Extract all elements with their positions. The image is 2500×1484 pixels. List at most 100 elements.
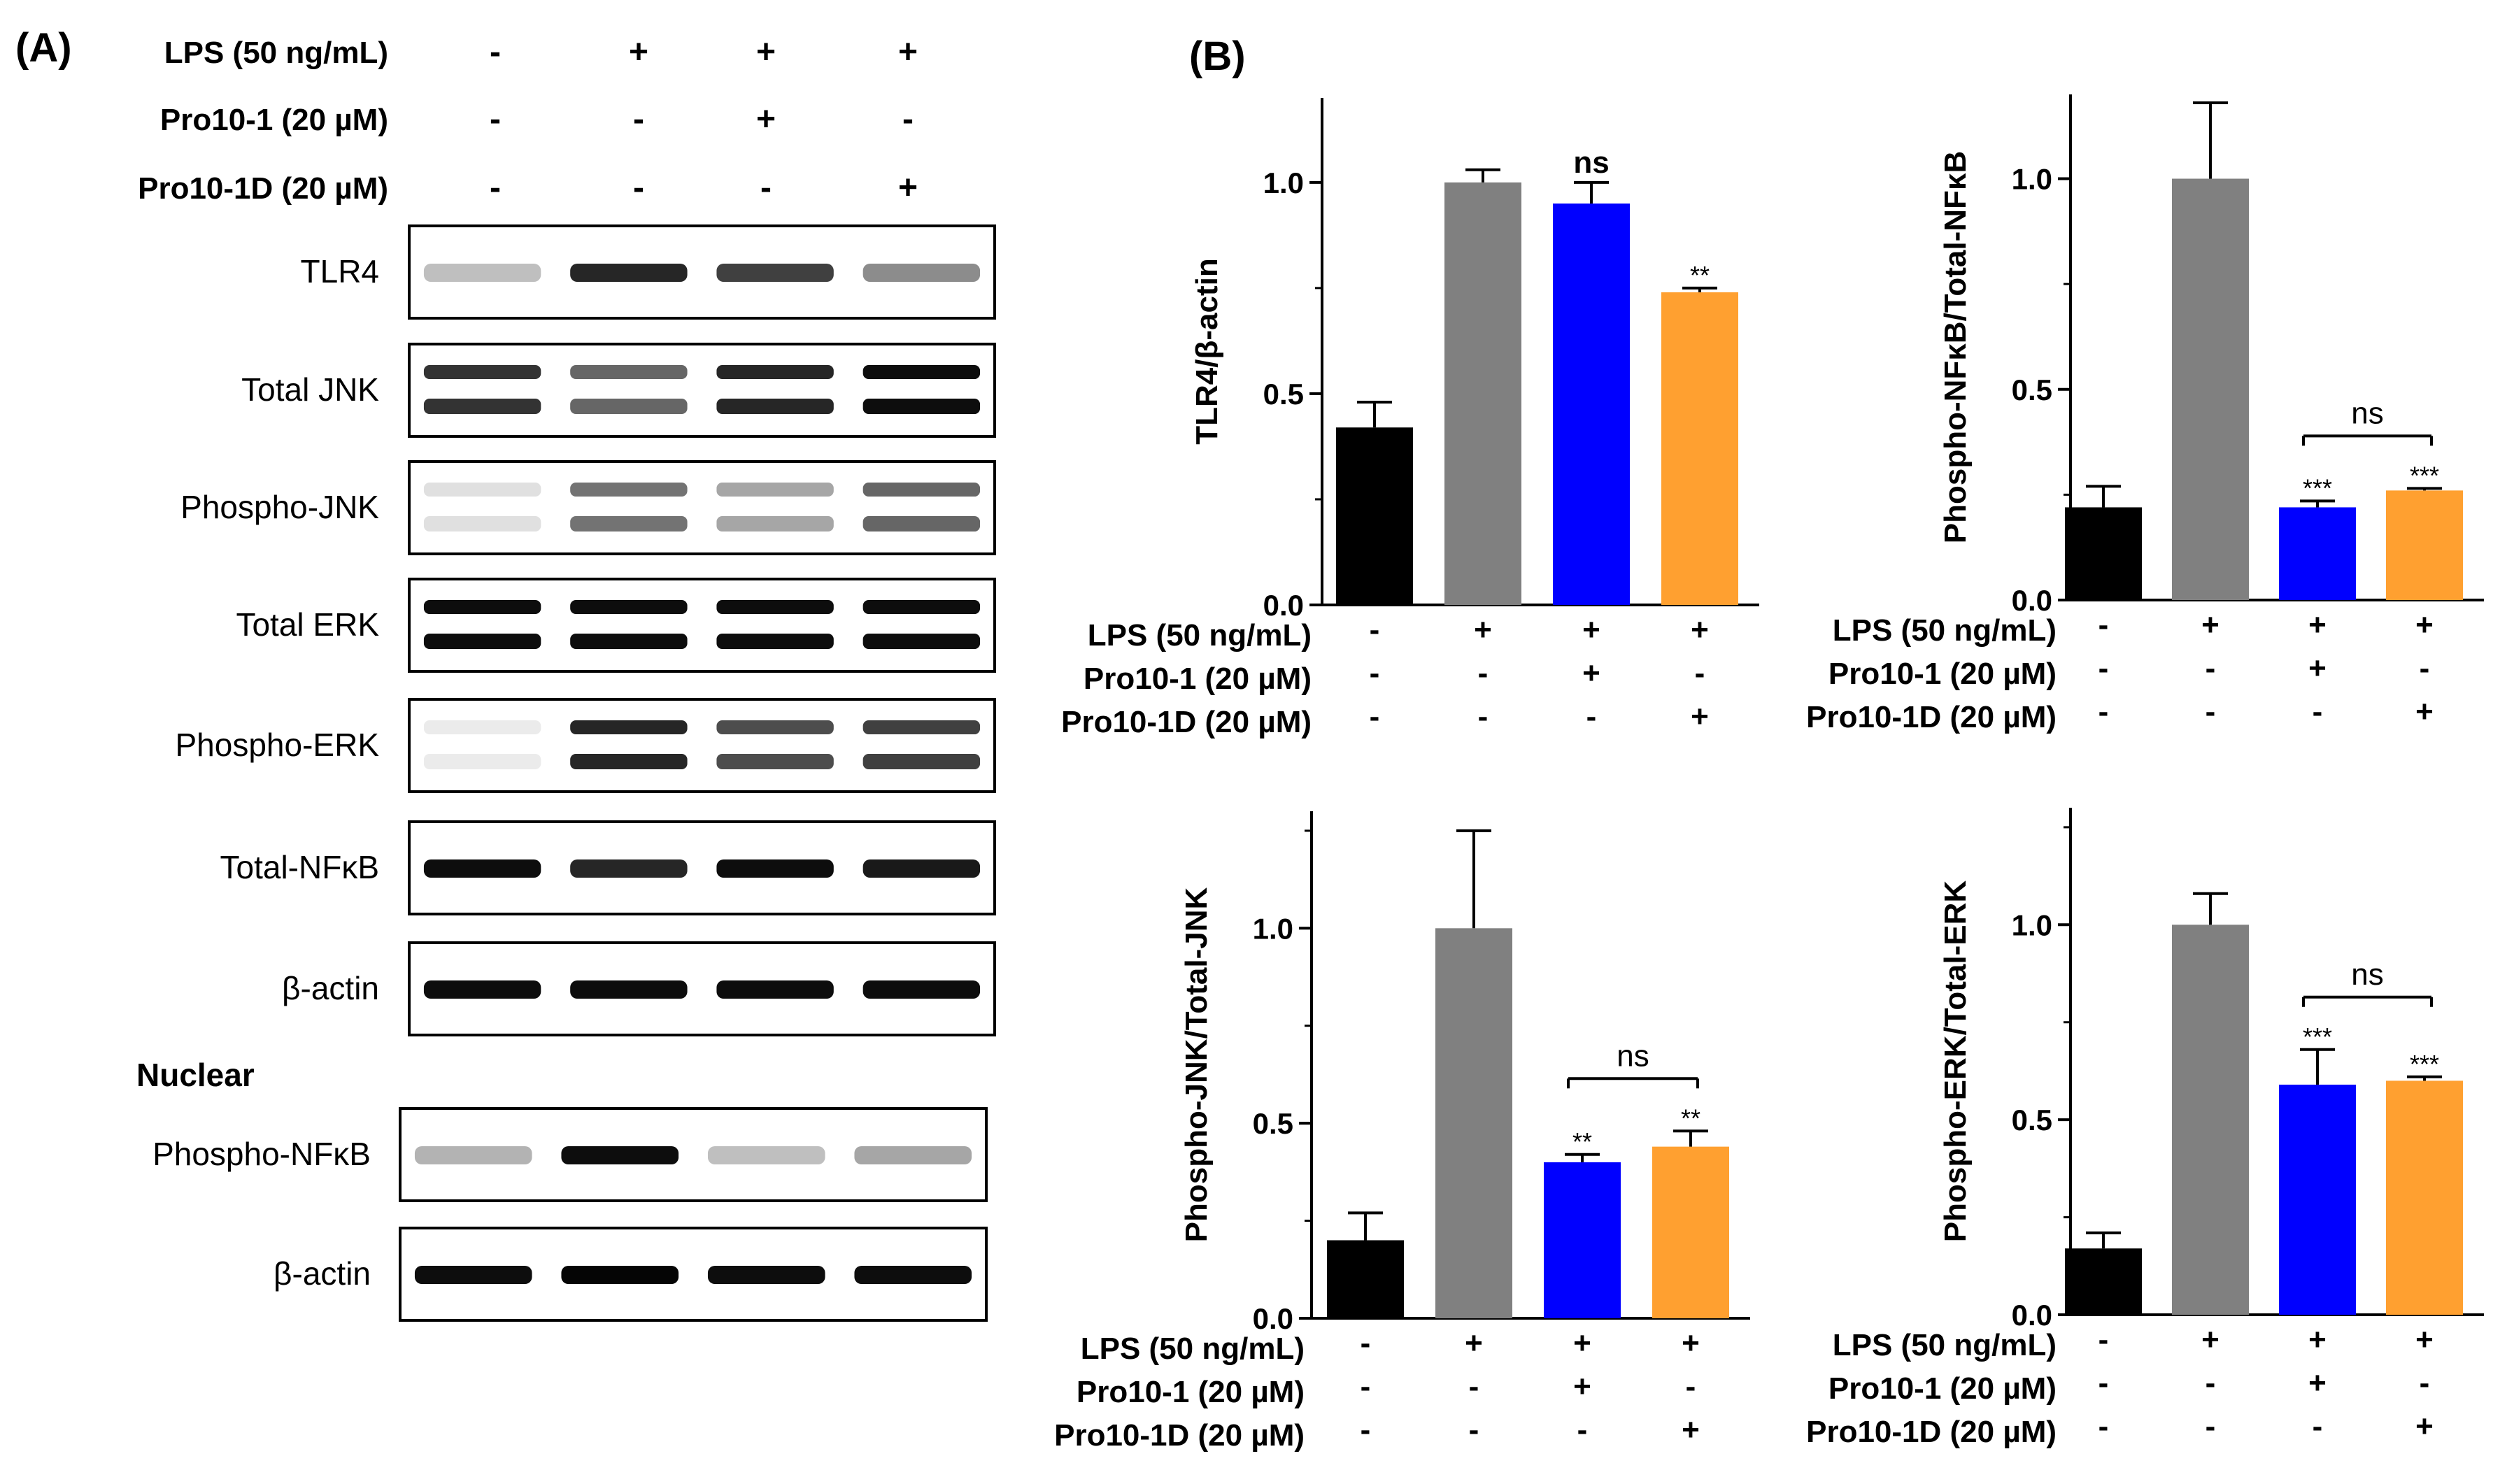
y-tick-label: 0.0: [2012, 1299, 2052, 1332]
condition-label: Pro10-1D (20 µM): [1806, 1415, 2057, 1449]
bar: [1444, 182, 1521, 605]
blot-band: [716, 634, 834, 649]
y-axis-title: TLR4/β-actin: [1190, 258, 1224, 444]
bar: [1435, 928, 1512, 1318]
blot-label: Total ERK: [236, 606, 379, 643]
blot-band: [707, 1146, 825, 1164]
condition-sign: -: [490, 169, 501, 206]
condition-sign: -: [760, 169, 772, 206]
condition-sign: -: [902, 101, 914, 138]
bar: [2172, 925, 2249, 1315]
blot-band: [862, 754, 981, 769]
y-tick-label: 1.0: [2012, 163, 2052, 196]
condition-label: Pro10-1 (20 µM): [160, 103, 388, 137]
condition-sign: +: [898, 34, 918, 71]
western-blot-panel: (A) LPS (50 ng/mL) - + + + Pro10-1 (20 µM) - - + -…: [0, 0, 1021, 1481]
condition-sign: -: [1370, 613, 1380, 647]
blot-band: [854, 1266, 972, 1284]
condition-sign: +: [2308, 1366, 2327, 1400]
blot-label: β-actin: [274, 1255, 371, 1292]
blot-band: [716, 720, 834, 734]
condition-sign: -: [2420, 651, 2430, 685]
blot-band: [561, 1146, 679, 1164]
nuclear-label: Nuclear: [136, 1057, 255, 1093]
condition-sign: +: [629, 34, 648, 71]
blot-band: [862, 483, 981, 497]
blot-band: [414, 1266, 532, 1284]
bar: [1652, 1146, 1729, 1318]
condition-sign: -: [1686, 1369, 1696, 1404]
comparison-label: ns: [2351, 957, 2383, 992]
condition-sign: -: [633, 169, 644, 206]
condition-sign: +: [756, 101, 776, 138]
comparison-label: ns: [2351, 396, 2383, 430]
blot-band: [570, 600, 688, 614]
condition-sign: +: [1691, 613, 1709, 647]
blot-band: [862, 399, 981, 414]
y-tick-label: 0.0: [2012, 584, 2052, 617]
condition-sign: +: [1691, 699, 1709, 734]
condition-sign: -: [1478, 656, 1489, 690]
condition-label: LPS (50 ng/mL): [1088, 618, 1312, 652]
significance-label: ns: [1573, 145, 1609, 180]
y-axis-title: Phospho-ERK/Total-ERK: [1938, 880, 1973, 1243]
blot-band: [423, 720, 541, 734]
blot-band: [716, 600, 834, 614]
blot-band: [570, 399, 688, 414]
condition-sign: -: [2206, 1409, 2216, 1443]
bar: [2279, 1084, 2356, 1315]
condition-label: Pro10-1 (20 µM): [1828, 657, 2057, 691]
blot-band: [570, 516, 688, 531]
comparison-label: ns: [1617, 1039, 1649, 1073]
condition-sign: -: [1361, 1413, 1371, 1447]
condition-sign: +: [1573, 1326, 1591, 1360]
condition-sign: -: [1370, 656, 1380, 690]
blot-band: [862, 980, 981, 999]
condition-sign: -: [490, 34, 501, 71]
condition-sign: -: [1469, 1369, 1479, 1404]
blot-frame: [408, 343, 996, 438]
blot-band: [570, 365, 688, 379]
condition-sign: -: [2098, 1322, 2109, 1357]
condition-label: LPS (50 ng/mL): [1833, 613, 2057, 648]
bar: [1661, 292, 1738, 605]
blot-band: [423, 859, 541, 878]
condition-label: Pro10-1D (20 µM): [1054, 1418, 1305, 1453]
condition-sign: -: [490, 101, 501, 138]
condition-sign: +: [1682, 1413, 1700, 1447]
condition-sign: -: [1577, 1413, 1588, 1447]
significance-label: ***: [2410, 461, 2439, 490]
blot-band: [570, 483, 688, 497]
bar: [2279, 507, 2356, 600]
condition-sign: -: [1361, 1326, 1371, 1360]
blot-band: [716, 754, 834, 769]
quantification-charts: (B) 0.0 0.5 1.0 TLR4/β-actin ns ** LPS (50 ng/m…: [1054, 34, 2484, 1453]
bar: [1327, 1240, 1404, 1318]
condition-sign: +: [1682, 1326, 1700, 1360]
significance-label: **: [1681, 1104, 1700, 1132]
condition-sign: -: [1361, 1369, 1371, 1404]
condition-sign: +: [756, 34, 776, 71]
y-tick-label: 0.5: [2012, 1104, 2052, 1136]
condition-sign: -: [633, 101, 644, 138]
blot-band: [423, 600, 541, 614]
condition-sign: -: [1586, 699, 1597, 734]
y-tick-label: 1.0: [1263, 166, 1304, 199]
blot-band: [423, 365, 541, 379]
blot-label: TLR4: [301, 253, 379, 290]
blot-band: [862, 365, 981, 379]
condition-sign: -: [1370, 699, 1380, 734]
blot-band: [570, 980, 688, 999]
condition-label: Pro10-1D (20 µM): [1061, 705, 1312, 739]
condition-sign: +: [1465, 1326, 1483, 1360]
blot-band: [707, 1266, 825, 1284]
bar: [1553, 204, 1630, 606]
bar: [2065, 507, 2142, 600]
condition-sign: +: [2415, 1409, 2434, 1443]
condition-label: Pro10-1 (20 µM): [1077, 1375, 1305, 1409]
y-tick-label: 0.0: [1253, 1302, 1293, 1335]
blot-band: [862, 264, 981, 282]
significance-label: ***: [2303, 1022, 2332, 1051]
blot-frame: [408, 460, 996, 555]
y-tick-label: 0.5: [1253, 1107, 1293, 1140]
